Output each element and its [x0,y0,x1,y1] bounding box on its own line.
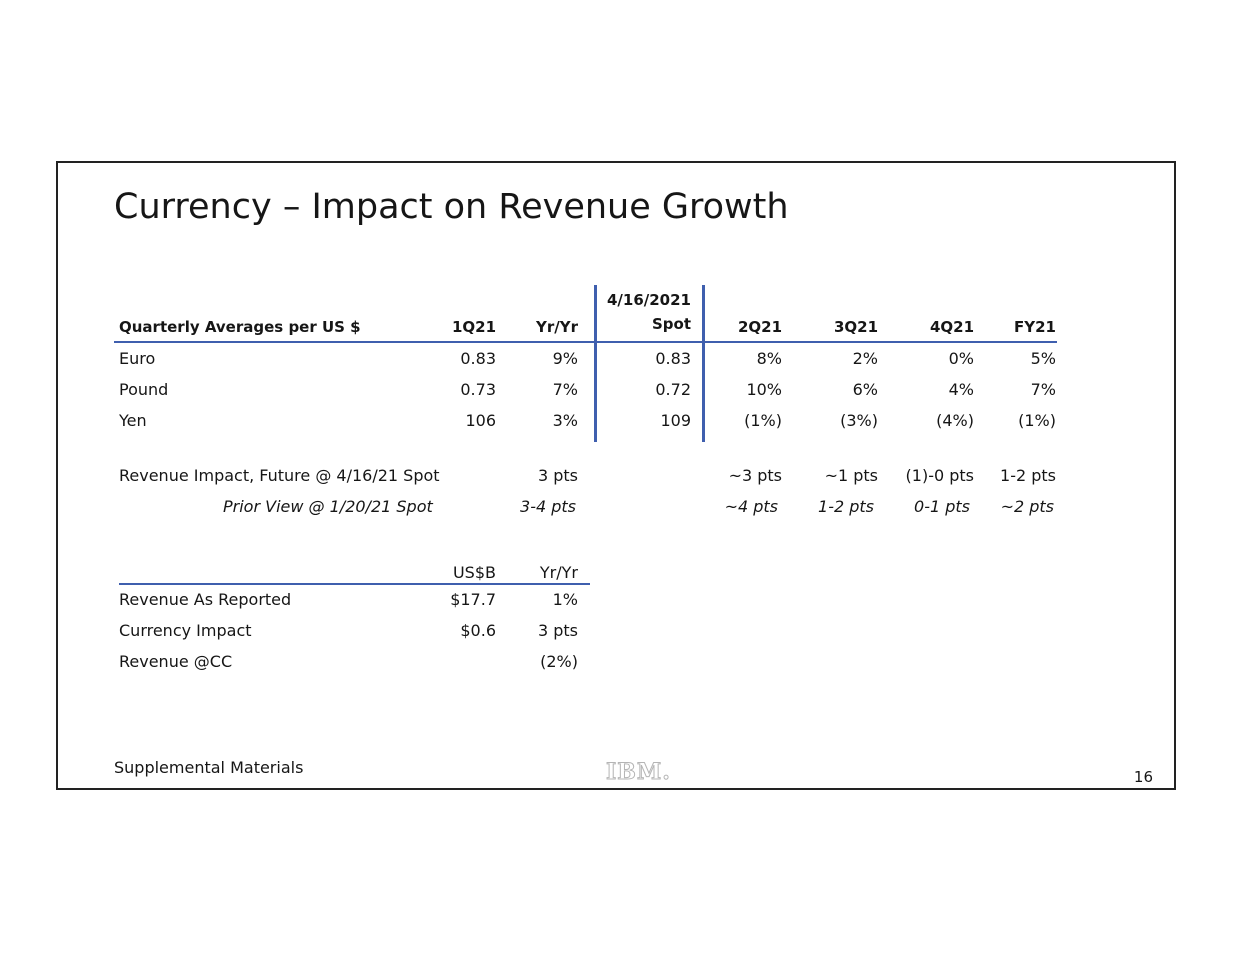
header-spot-date: 4/16/2021 [606,291,691,309]
header-1q21: 1Q21 [451,318,496,336]
cell: 0.83 [460,349,496,368]
cell: 8% [756,349,782,368]
impact-future-label: Revenue Impact, Future @ 4/16/21 Spot [119,466,440,485]
cell: 1-2 pts [818,497,874,516]
cell: 6% [852,380,878,399]
cell: 5% [1030,349,1056,368]
cell: 0.83 [655,349,691,368]
spot-divider-right [702,285,705,442]
row-label-pound: Pound [119,380,169,399]
cell: (1%) [1018,411,1056,430]
cell: 0-1 pts [914,497,970,516]
header-rev-yr-yr: Yr/Yr [539,563,578,582]
row-label-revenue-cc: Revenue @CC [119,652,233,671]
cell: 4% [948,380,974,399]
footer-supplemental-materials: Supplemental Materials [114,758,304,777]
cell: 1% [552,590,578,609]
cell: 106 [465,411,496,430]
cell: (4%) [936,411,974,430]
cell: 109 [660,411,691,430]
cell: 0% [948,349,974,368]
cell: 7% [1030,380,1056,399]
cell: 0.72 [655,380,691,399]
cell: (2%) [540,652,578,671]
row-label-revenue-as-reported: Revenue As Reported [119,590,292,609]
cell: 0.73 [460,380,496,399]
cell: 2% [852,349,878,368]
cell: (1%) [744,411,782,430]
header-fy21: FY21 [1014,318,1056,336]
header-yr-yr: Yr/Yr [536,318,578,336]
cell: 9% [552,349,578,368]
cell: (1)-0 pts [905,466,974,485]
row-label-currency-impact: Currency Impact [119,621,252,640]
row-label-euro: Euro [119,349,156,368]
spot-divider-left [594,285,597,442]
cell: 7% [552,380,578,399]
impact-prior-label: Prior View @ 1/20/21 Spot [223,497,433,516]
cell: 1-2 pts [1000,466,1056,485]
slide-frame: Currency – Impact on Revenue Growth Quar… [56,161,1176,790]
ibm-logo: IBM. [606,759,671,786]
cell: $0.6 [460,621,496,640]
header-underline [114,341,1057,343]
header-usb: US$B [452,563,496,582]
cell: 3 pts [537,621,578,640]
header-4q21: 4Q21 [929,318,974,336]
header-quarterly-averages: Quarterly Averages per US $ [119,318,361,336]
row-label-yen: Yen [119,411,147,430]
slide-title: Currency – Impact on Revenue Growth [114,187,789,227]
cell: ~3 pts [728,466,782,485]
cell: ~4 pts [724,497,778,516]
cell: ~2 pts [1000,497,1054,516]
page-number: 16 [1133,768,1153,786]
cell: 3% [552,411,578,430]
cell: 3-4 pts [520,497,576,516]
cell: (3%) [840,411,878,430]
cell: ~1 pts [824,466,878,485]
cell: 10% [746,380,782,399]
header-2q21: 2Q21 [737,318,782,336]
cell: $17.7 [450,590,496,609]
cell: 3 pts [537,466,578,485]
header-spot: Spot [651,315,691,333]
header-3q21: 3Q21 [833,318,878,336]
revenue-header-underline [119,583,590,585]
